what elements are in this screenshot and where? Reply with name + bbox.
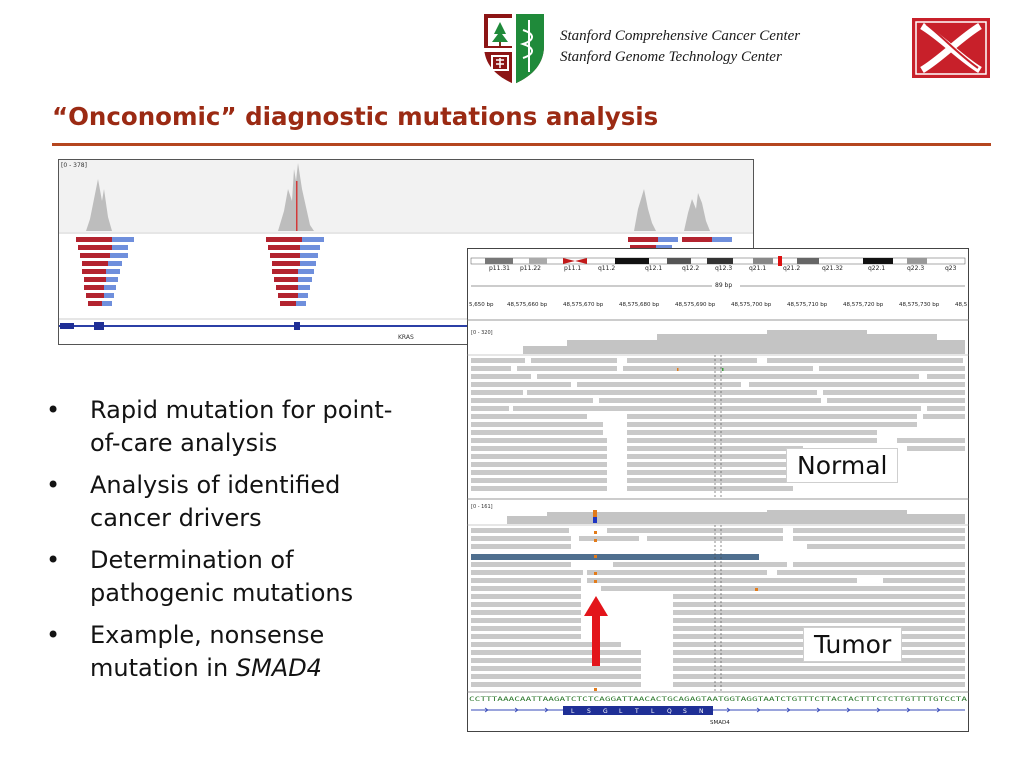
- kras-reads-left: [76, 237, 134, 306]
- reference-sequence: CCTTTAAACAATTAAGATCTCTCAGGATTAACACTGCAGA…: [469, 697, 968, 703]
- kras-coverage-range: [0 - 378]: [61, 162, 87, 169]
- mutation-arrow-icon: [584, 596, 608, 666]
- bullet-dot-icon: •: [46, 396, 61, 424]
- cyto-q11-2: q11.2: [598, 265, 615, 272]
- cyto-p11-31: p11.31: [489, 265, 510, 272]
- cyto-q12-3: q12.3: [715, 265, 732, 272]
- ruler-pos-3: 48,575,680 bp: [619, 302, 660, 308]
- bullet-dot-icon: •: [46, 546, 61, 574]
- ruler-pos-2: 48,575,670 bp: [563, 302, 604, 308]
- cyto-q12-2: q12.2: [682, 265, 699, 272]
- ruler-pos-4: 48,575,690 bp: [675, 302, 716, 308]
- ruler-pos-0: 5,650 bp: [469, 302, 494, 308]
- bullet-3-line1: Determination of: [90, 546, 294, 574]
- bullet-1-line2: of-care analysis: [90, 429, 278, 457]
- tumor-mutation-marks: [594, 531, 758, 691]
- bullet-4-line1: Example, nonsense: [90, 621, 325, 649]
- bullet-item: • Example, nonsense mutation in SMAD4: [44, 619, 464, 685]
- cyto-q21-32: q21.32: [822, 265, 843, 272]
- bullet-3-line2: pathogenic mutations: [90, 579, 354, 607]
- aa-2: G: [603, 708, 608, 715]
- ruler-pos-6: 48,575,710 bp: [787, 302, 828, 308]
- aa-5: L: [651, 708, 655, 715]
- bullet-item: • Determination of pathogenic mutations: [44, 544, 464, 610]
- cyto-p11-1: p11.1: [564, 265, 581, 272]
- normal-coverage-range: [0 - 320]: [471, 330, 493, 336]
- bullet-2-line1: Analysis of identified: [90, 471, 341, 499]
- kras-gene-label: KRAS: [398, 334, 414, 341]
- bullet-item: • Rapid mutation for point- of-care anal…: [44, 394, 464, 460]
- cyto-q22-1: q22.1: [868, 265, 885, 272]
- tumor-coverage-range: [0 - 161]: [471, 504, 493, 510]
- span-label: 89 bp: [715, 282, 732, 289]
- affiliation-cancer-center: Stanford Comprehensive Cancer Center: [560, 28, 801, 44]
- aa-6: Q: [667, 708, 672, 715]
- bullet-list: • Rapid mutation for point- of-care anal…: [44, 394, 464, 694]
- aa-7: S: [683, 708, 687, 715]
- ruler-pos-8: 48,575,730 bp: [899, 302, 940, 308]
- stanford-medicine-logo: [484, 14, 544, 84]
- aa-4: T: [634, 708, 639, 715]
- bullet-dot-icon: •: [46, 621, 61, 649]
- ruler-pos-7: 48,575,720 bp: [843, 302, 884, 308]
- cyto-p11-22: p11.22: [520, 265, 541, 272]
- kras-reads-middle: [266, 237, 324, 306]
- cyto-q21-2: q21.2: [783, 265, 800, 272]
- bullet-4-line2-prefix: mutation in: [90, 654, 236, 682]
- bullet-dot-icon: •: [46, 471, 61, 499]
- cyto-q23: q23: [945, 265, 957, 272]
- affiliation-genome-center: Stanford Genome Technology Center: [560, 49, 782, 65]
- aa-3: L: [619, 708, 623, 715]
- bullet-2-line2: cancer drivers: [90, 504, 262, 532]
- smad4-gene-label: SMAD4: [710, 720, 730, 726]
- aa-1: S: [587, 708, 591, 715]
- ruler-pos-9: 48,5: [955, 302, 968, 308]
- affiliations: Stanford Comprehensive Cancer Center Sta…: [560, 26, 800, 68]
- aa-0: L: [571, 708, 575, 715]
- igv-smad4-alignment-view: p11.31 p11.22 p11.1 q11.2 q12.1 q12.2 q1…: [467, 248, 969, 732]
- bullet-4-gene: SMAD4: [235, 654, 322, 682]
- normal-label: Normal: [786, 448, 899, 483]
- cyto-q21-1: q21.1: [749, 265, 766, 272]
- aa-8: N: [699, 708, 704, 715]
- genome-center-logo: [912, 18, 990, 78]
- ruler-pos-5: 48,575,700 bp: [731, 302, 772, 308]
- cyto-q12-1: q12.1: [645, 265, 662, 272]
- title-divider: [52, 143, 991, 146]
- tumor-label: Tumor: [803, 627, 903, 662]
- chromosome-ideogram: [470, 256, 966, 266]
- kras-reads-right: [628, 237, 732, 250]
- slide-title: “Onconomic” diagnostic mutations analysi…: [52, 102, 659, 131]
- cyto-q22-3: q22.3: [907, 265, 924, 272]
- bullet-1-line1: Rapid mutation for point-: [90, 396, 393, 424]
- ruler-pos-1: 48,575,660 bp: [507, 302, 548, 308]
- bullet-item: • Analysis of identified cancer drivers: [44, 469, 464, 535]
